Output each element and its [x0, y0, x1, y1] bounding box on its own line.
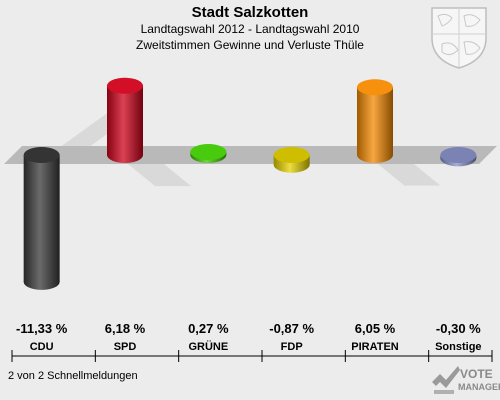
category-label: Sonstige	[435, 341, 481, 353]
logo-text-vote: VOTE	[460, 367, 493, 381]
value-label: 0,27 %	[188, 321, 229, 336]
vote-manager-logo: VOTE MANAGER	[432, 366, 500, 394]
coat-of-arms-icon	[431, 7, 487, 69]
bar-sonstige	[440, 147, 477, 167]
bar-piraten	[357, 79, 393, 163]
category-label: PIRATEN	[351, 341, 399, 353]
chart-title: Stadt Salzkotten	[191, 4, 309, 21]
category-label: FDP	[281, 341, 303, 353]
bar-fdp	[273, 147, 310, 173]
footer-note: 2 von 2 Schnellmeldungen	[8, 370, 138, 382]
value-label: -11,33 %	[16, 321, 68, 336]
value-label: 6,18 %	[105, 321, 146, 336]
chart-subtitle-2: Zweitstimmen Gewinne und Verluste Thüle	[136, 38, 364, 52]
baseline-plate	[4, 146, 497, 164]
bar-grüne	[190, 143, 227, 163]
chart-subtitle-1: Landtagswahl 2012 - Landtagswahl 2010	[140, 22, 360, 36]
category-label: SPD	[114, 341, 137, 353]
category-label: CDU	[30, 341, 54, 353]
bar-spd	[107, 77, 143, 163]
bar-cdu	[23, 147, 60, 290]
category-label: GRÜNE	[188, 340, 228, 353]
value-label: 6,05 %	[355, 321, 396, 336]
value-label: -0,87 %	[269, 321, 314, 336]
logo-text-manager: MANAGER	[458, 382, 500, 392]
value-label: -0,30 %	[436, 321, 481, 336]
